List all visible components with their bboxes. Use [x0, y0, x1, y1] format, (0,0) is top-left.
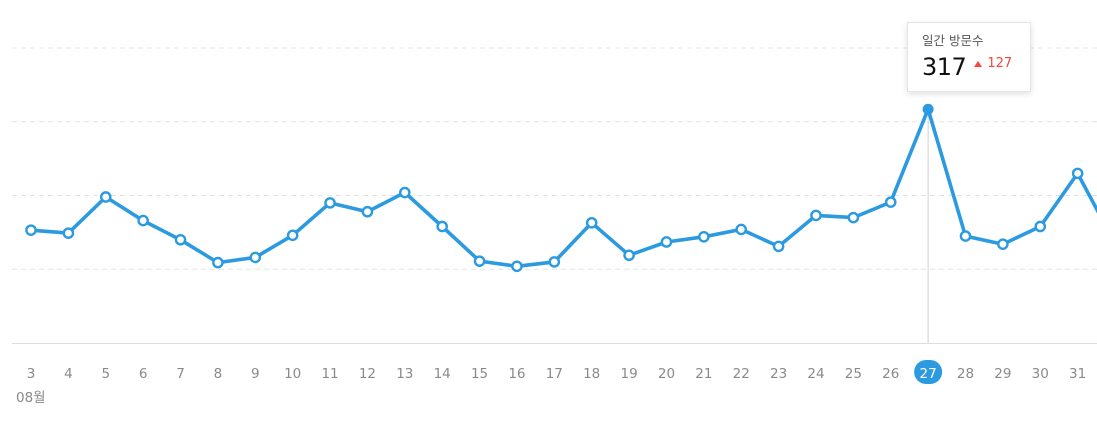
data-point[interactable]: [660, 236, 673, 248]
data-point[interactable]: [1034, 220, 1047, 233]
x-tick-label: 24: [807, 366, 824, 382]
x-tick-label: 14: [434, 366, 451, 382]
x-tick-label: 25: [845, 366, 862, 382]
x-tick-label: 18: [583, 366, 600, 382]
data-point[interactable]: [548, 256, 561, 268]
x-tick-label: 9: [251, 366, 260, 382]
data-point[interactable]: [324, 197, 336, 209]
data-point[interactable]: [99, 191, 112, 203]
data-point[interactable]: [959, 230, 972, 242]
data-point[interactable]: [398, 186, 411, 199]
data-point[interactable]: [997, 238, 1009, 250]
x-tick-label: 16: [508, 366, 525, 382]
data-point[interactable]: [511, 260, 523, 273]
x-tick-label: 29: [994, 366, 1011, 382]
data-point[interactable]: [698, 230, 710, 243]
data-point[interactable]: [772, 240, 785, 253]
data-points[interactable]: [25, 103, 1084, 273]
x-tick-label: 30: [1032, 366, 1049, 382]
x-tick-label: 10: [284, 366, 301, 382]
x-tick-label: 28: [957, 366, 974, 382]
triangle-up-icon: [974, 60, 983, 67]
x-tick-label: 3: [27, 366, 36, 382]
data-point[interactable]: [249, 251, 262, 264]
x-tick-label: 6: [139, 366, 148, 382]
tooltip-value-row: 317 127: [922, 53, 1016, 81]
data-point[interactable]: [212, 256, 224, 269]
x-tick-label: 12: [359, 366, 376, 382]
series-line: [29, 107, 1097, 269]
x-tick-label: 13: [396, 366, 413, 382]
tooltip-change: 127: [974, 56, 1012, 71]
x-tick-label: 31: [1069, 366, 1086, 382]
tick-highlight-badge: [914, 360, 943, 384]
data-point[interactable]: [436, 220, 448, 233]
data-point[interactable]: [137, 214, 149, 227]
data-point[interactable]: [847, 211, 860, 224]
data-point[interactable]: [62, 227, 75, 239]
data-point[interactable]: [25, 224, 37, 236]
x-tick-label: 17: [546, 366, 563, 382]
tooltip-change-value: 127: [987, 56, 1013, 71]
tooltip-title: 일간 방문수: [922, 33, 984, 48]
tooltip: 일간 방문수 317 127: [907, 22, 1031, 92]
x-tick-label: 26: [882, 366, 899, 382]
x-tick-label: 21: [695, 366, 712, 382]
data-point[interactable]: [174, 233, 187, 246]
x-tick-label: 23: [770, 366, 787, 382]
data-point[interactable]: [735, 223, 748, 236]
month-label: 08월: [16, 390, 46, 406]
data-point[interactable]: [585, 216, 598, 229]
x-tick-label: 7: [176, 366, 185, 382]
x-tick-label: 19: [620, 366, 637, 382]
data-point[interactable]: [623, 249, 635, 262]
data-point[interactable]: [361, 205, 374, 218]
series-visits: [29, 107, 1097, 269]
data-point[interactable]: [473, 255, 486, 267]
x-tick-label: 22: [733, 366, 750, 382]
data-point[interactable]: [884, 196, 897, 208]
x-tick-label: 11: [321, 366, 338, 382]
x-tick-label: 5: [101, 366, 110, 382]
data-point[interactable]: [810, 209, 822, 222]
data-point[interactable]: [1071, 167, 1084, 180]
x-tick-label: 8: [214, 366, 223, 382]
x-tick-label: 15: [471, 366, 488, 382]
x-tick-label: 20: [658, 366, 675, 382]
x-tick-labels: 3 4 5 6 7 8 9 10 11 12 13 14 15 16 17 18 19 20 21 22 23 24 25 2…: [27, 360, 1086, 384]
data-point-highlighted[interactable]: [922, 103, 934, 115]
x-tick-label: 27: [920, 366, 937, 382]
x-tick-label: 4: [64, 366, 73, 382]
data-point[interactable]: [286, 229, 299, 242]
tooltip-value: 317: [922, 53, 967, 81]
